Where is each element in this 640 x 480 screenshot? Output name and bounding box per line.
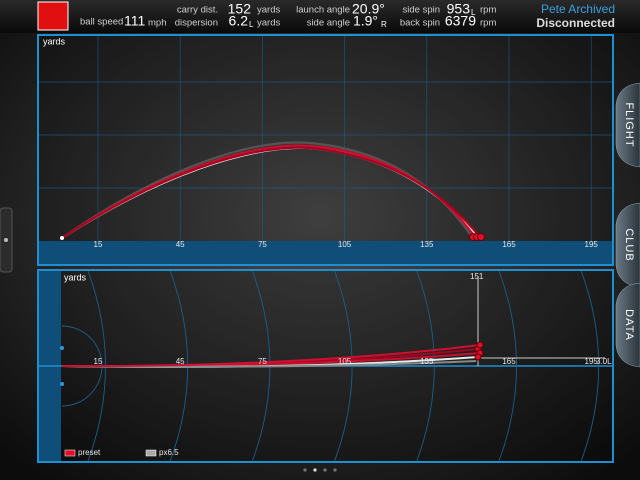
legend-label: px6.5 bbox=[159, 448, 179, 457]
label: dispersion bbox=[175, 18, 218, 29]
top-view-panel: 151 3.0L yards preset px6.5 bbox=[37, 269, 614, 463]
unit: rpm bbox=[480, 5, 496, 16]
x-tick-label: 45 bbox=[176, 240, 185, 249]
side-tab[interactable]: CLUB bbox=[615, 202, 640, 288]
tab-label: CLUB bbox=[623, 228, 635, 261]
label: side spin bbox=[403, 5, 441, 16]
marker-dot bbox=[60, 382, 64, 386]
x-tick-label: 165 bbox=[502, 357, 516, 366]
x-tick-label: 15 bbox=[94, 240, 103, 249]
value: 6379 bbox=[445, 13, 476, 29]
user-name: Pete Archived bbox=[541, 2, 615, 16]
tab-label: FLIGHT bbox=[623, 102, 635, 147]
handle-dot bbox=[4, 238, 8, 242]
legend-swatch bbox=[64, 449, 76, 457]
x-tick-label: 135 bbox=[420, 357, 434, 366]
value: 953 bbox=[447, 1, 471, 17]
side-tab[interactable]: DATA bbox=[615, 282, 640, 368]
legend-label: preset bbox=[78, 448, 101, 457]
unit: yards bbox=[257, 18, 280, 29]
x-tick-label: 195 bbox=[585, 240, 599, 249]
x-tick-label: 75 bbox=[258, 357, 267, 366]
x-tick-label: 135 bbox=[420, 240, 434, 249]
connection-status: Disconnected bbox=[536, 16, 615, 30]
unit: mph bbox=[148, 18, 166, 29]
carry-marker: 151 bbox=[470, 272, 484, 281]
x-tick-label: 105 bbox=[338, 357, 352, 366]
axis-band bbox=[39, 241, 612, 264]
legend-swatch bbox=[145, 449, 157, 457]
direction: L bbox=[471, 8, 476, 17]
x-tick-label: 45 bbox=[176, 357, 185, 366]
label: back spin bbox=[400, 18, 440, 29]
range-arc bbox=[580, 270, 600, 462]
axis-label: yards bbox=[64, 272, 87, 282]
label: side angle bbox=[307, 18, 350, 29]
value: 111 bbox=[124, 13, 145, 29]
value: 20.9° bbox=[352, 1, 385, 17]
marker-dot bbox=[60, 346, 64, 350]
value: 6.2 bbox=[229, 13, 249, 29]
x-tick-label: 165 bbox=[502, 240, 516, 249]
x-tick-label: 75 bbox=[258, 240, 267, 249]
shot-paths bbox=[61, 344, 481, 368]
axis-label: yards bbox=[43, 36, 66, 46]
h-grid bbox=[39, 81, 612, 189]
label: ball speed bbox=[80, 17, 123, 28]
tab-label: DATA bbox=[623, 309, 635, 341]
direction: R bbox=[381, 20, 387, 29]
x-tick-label: 195 bbox=[585, 357, 599, 366]
label: carry dist. bbox=[177, 5, 218, 16]
flight-panel: yards bbox=[37, 34, 614, 266]
menu-button[interactable] bbox=[37, 1, 69, 31]
x-tick-label: 15 bbox=[94, 357, 103, 366]
direction: L bbox=[249, 20, 254, 29]
tab-shape bbox=[615, 82, 640, 168]
landing-points bbox=[474, 341, 484, 361]
landing-points bbox=[469, 233, 485, 241]
tab-shape bbox=[615, 282, 640, 368]
trajectories bbox=[61, 141, 481, 239]
value: 1.9° bbox=[353, 13, 378, 29]
side-tab[interactable]: FLIGHT bbox=[615, 82, 640, 168]
page-indicator bbox=[303, 468, 337, 472]
unit: yards bbox=[257, 5, 280, 16]
label: launch angle bbox=[296, 5, 350, 16]
header-bar bbox=[0, 0, 640, 33]
unit: rpm bbox=[480, 18, 496, 29]
range-arc bbox=[416, 270, 435, 462]
range-arc bbox=[498, 270, 517, 462]
x-tick-label: 105 bbox=[338, 240, 352, 249]
side-marker: 3.0L bbox=[596, 357, 612, 366]
tee-point bbox=[60, 236, 64, 240]
value: 152 bbox=[228, 1, 252, 17]
